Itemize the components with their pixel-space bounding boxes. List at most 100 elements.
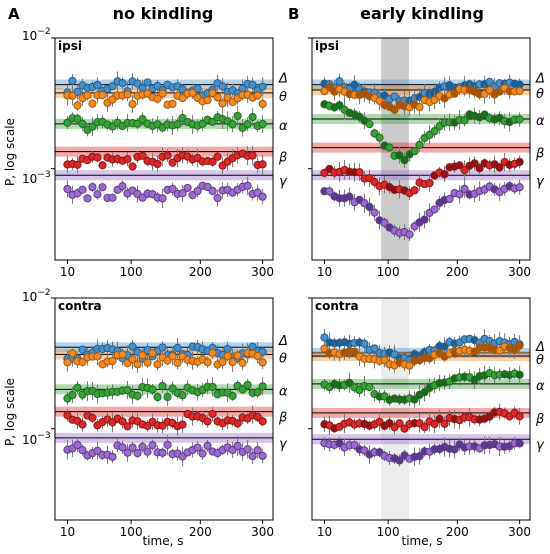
point-theta [93, 352, 102, 361]
band-label-beta: β [278, 151, 287, 166]
band-label-theta: θ [536, 87, 544, 102]
plot-frame [54, 297, 274, 521]
point-theta [73, 101, 82, 110]
point-gamma [133, 449, 142, 458]
point-gamma [370, 208, 379, 217]
point-theta [218, 357, 227, 367]
point-theta [78, 358, 87, 367]
point-gamma [450, 445, 459, 454]
point-theta [253, 351, 262, 361]
point-gamma [430, 205, 439, 214]
point-alpha [78, 119, 87, 128]
column-title-no-kindling: no kindling [113, 4, 214, 23]
point-theta [128, 355, 137, 364]
point-alpha [385, 143, 394, 152]
point-alpha [228, 391, 237, 401]
point-alpha [430, 127, 439, 136]
point-alpha [253, 388, 262, 397]
panel-3: contra 10 100 200 300 Δθα βγ [308, 297, 545, 539]
point-beta [400, 424, 409, 433]
point-beta [425, 178, 434, 188]
point-gamma [203, 441, 212, 450]
point-delta [440, 342, 449, 351]
ytick-label-1e-3: 10−3 [22, 170, 51, 186]
band-label-delta: Δ [535, 72, 545, 87]
panel-2: contra 10 100 200 300 Δθ αβγ [51, 297, 288, 539]
point-beta [208, 409, 217, 419]
point-delta [118, 79, 127, 88]
point-beta [123, 422, 132, 431]
point-gamma [415, 452, 424, 461]
band-label-theta: θ [536, 353, 544, 368]
point-beta [515, 157, 524, 167]
point-theta [203, 358, 212, 367]
point-gamma [193, 187, 202, 196]
point-theta [98, 90, 107, 100]
ylabel-top: P, log scale [3, 118, 17, 186]
point-gamma [198, 449, 207, 458]
point-theta [515, 341, 524, 350]
point-theta [168, 99, 177, 108]
column-title-early-kindling: early kindling [360, 4, 484, 23]
point-theta [405, 361, 414, 370]
point-alpha [345, 378, 354, 387]
band-label-alpha: α [536, 379, 545, 394]
band-label-delta: Δ [535, 340, 545, 355]
point-alpha [163, 392, 172, 402]
point-alpha [243, 120, 252, 129]
point-alpha [243, 380, 252, 390]
point-theta [415, 102, 424, 112]
panel-subtitle: contra [58, 299, 102, 313]
point-theta [168, 352, 177, 361]
point-beta [470, 159, 479, 168]
point-alpha [515, 115, 524, 124]
point-gamma [163, 440, 172, 450]
point-theta [350, 347, 359, 356]
point-theta [108, 356, 117, 366]
point-gamma [178, 189, 187, 198]
point-delta [143, 78, 152, 87]
ytick-label-1e-2: 10−2 [22, 27, 51, 43]
point-beta [88, 413, 97, 422]
point-delta [78, 345, 87, 354]
point-theta [203, 96, 212, 105]
point-theta [213, 93, 222, 102]
point-alpha [133, 119, 142, 128]
point-alpha [153, 392, 162, 402]
point-theta [143, 358, 152, 367]
point-alpha [460, 116, 469, 125]
point-gamma [78, 185, 87, 194]
band-label-gamma: γ [279, 174, 288, 189]
plot-frame [311, 37, 531, 261]
xlabel-left: time, s [143, 534, 184, 548]
point-gamma [168, 184, 177, 194]
panel-subtitle: contra [315, 299, 359, 313]
point-alpha [228, 120, 237, 129]
band-label-alpha: α [279, 119, 288, 134]
point-beta [435, 414, 444, 423]
point-gamma [128, 443, 137, 452]
xtick-label: 100 [377, 525, 400, 539]
xtick-label: 300 [508, 525, 531, 539]
band-label-gamma: γ [279, 437, 288, 452]
xtick-label: 200 [446, 265, 469, 279]
point-gamma [248, 452, 257, 461]
point-gamma [183, 183, 192, 193]
point-gamma [83, 194, 92, 203]
point-alpha [248, 112, 257, 122]
band-label-theta: θ [279, 90, 287, 105]
band-label-beta: β [535, 412, 544, 427]
point-beta [73, 160, 82, 169]
point-alpha [63, 118, 72, 127]
point-theta [390, 105, 399, 114]
point-gamma [515, 439, 524, 448]
point-alpha [173, 120, 182, 129]
panel-subtitle: ipsi [58, 39, 82, 53]
point-alpha [133, 391, 142, 400]
point-theta [128, 100, 137, 109]
point-gamma [73, 440, 82, 449]
xtick-label: 300 [251, 265, 274, 279]
point-gamma [108, 452, 117, 461]
point-alpha [410, 147, 419, 156]
point-beta [410, 186, 419, 195]
